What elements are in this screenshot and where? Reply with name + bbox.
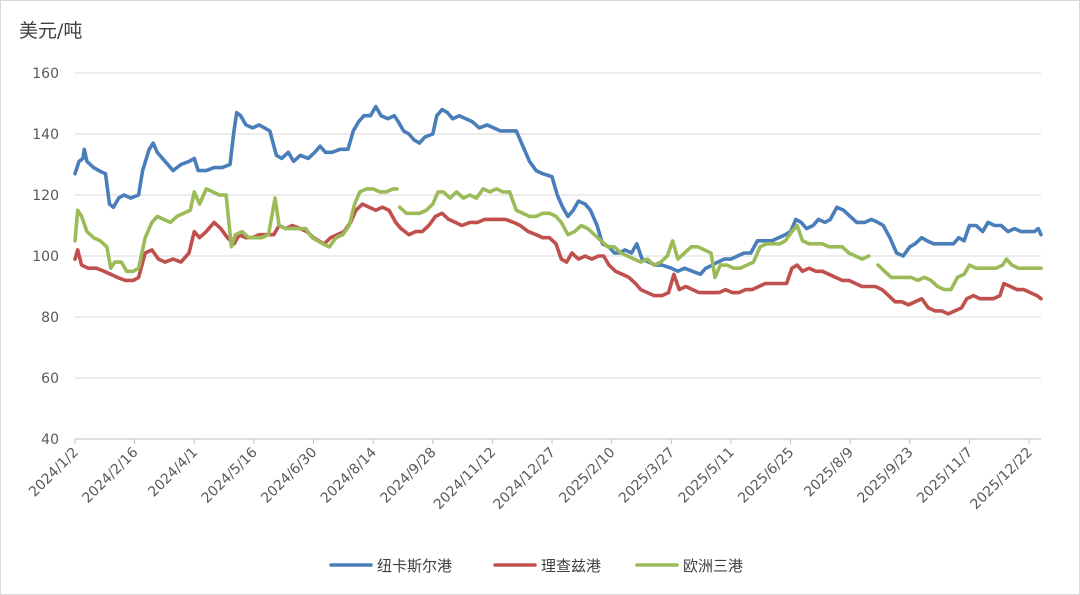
series-line — [73, 104, 1043, 277]
series-line — [876, 257, 1043, 292]
series-lines — [73, 104, 1043, 316]
y-tick-label: 80 — [41, 310, 59, 326]
x-tick-label: 2025/9/23 — [855, 445, 917, 507]
y-tick-label: 60 — [41, 371, 59, 387]
legend: 纽卡斯尔港 理查兹港 欧洲三港 — [329, 557, 743, 575]
x-tick-label: 2025/5/11 — [676, 445, 738, 507]
legend-label: 欧洲三港 — [683, 557, 743, 575]
x-tick-label: 2025/8/9 — [801, 445, 857, 501]
y-tick-label: 100 — [32, 249, 59, 265]
series-line — [397, 187, 871, 280]
y-tick-label: 160 — [32, 66, 59, 82]
x-tick-label: 2024/5/16 — [199, 444, 261, 506]
x-tick-label: 2025/11/7 — [914, 445, 976, 507]
x-tick-label: 2025/3/27 — [616, 445, 678, 507]
x-tick-label: 2024/4/1 — [145, 445, 201, 501]
x-tick-label: 2024/11/12 — [431, 445, 499, 513]
series-line — [73, 202, 1043, 316]
x-tick-label: 2024/9/28 — [378, 445, 440, 507]
x-tick-label: 2024/2/16 — [79, 444, 141, 506]
x-tick-label: 2024/6/30 — [258, 445, 320, 507]
y-tick-label: 140 — [32, 127, 59, 143]
y-tick-label: 120 — [32, 188, 59, 204]
x-tick-label: 2025/2/10 — [556, 445, 618, 507]
y-tick-label: 40 — [41, 432, 59, 448]
x-tick-label: 2025/6/25 — [735, 445, 797, 507]
y-axis-unit-label: 美元/吨 — [19, 20, 82, 42]
x-tick-label: 2024/8/14 — [318, 444, 380, 506]
legend-label: 纽卡斯尔港 — [377, 557, 452, 575]
x-tick-label: 2024/1/2 — [26, 445, 82, 501]
series-line — [73, 187, 399, 274]
gridlines — [75, 72, 1041, 440]
x-tick-label: 2024/12/27 — [490, 445, 558, 513]
x-tick-label: 2025/12/22 — [968, 445, 1036, 513]
y-axis: 40 60 80 100 120 140 160 — [32, 66, 59, 448]
legend-label: 理查兹港 — [541, 557, 601, 575]
